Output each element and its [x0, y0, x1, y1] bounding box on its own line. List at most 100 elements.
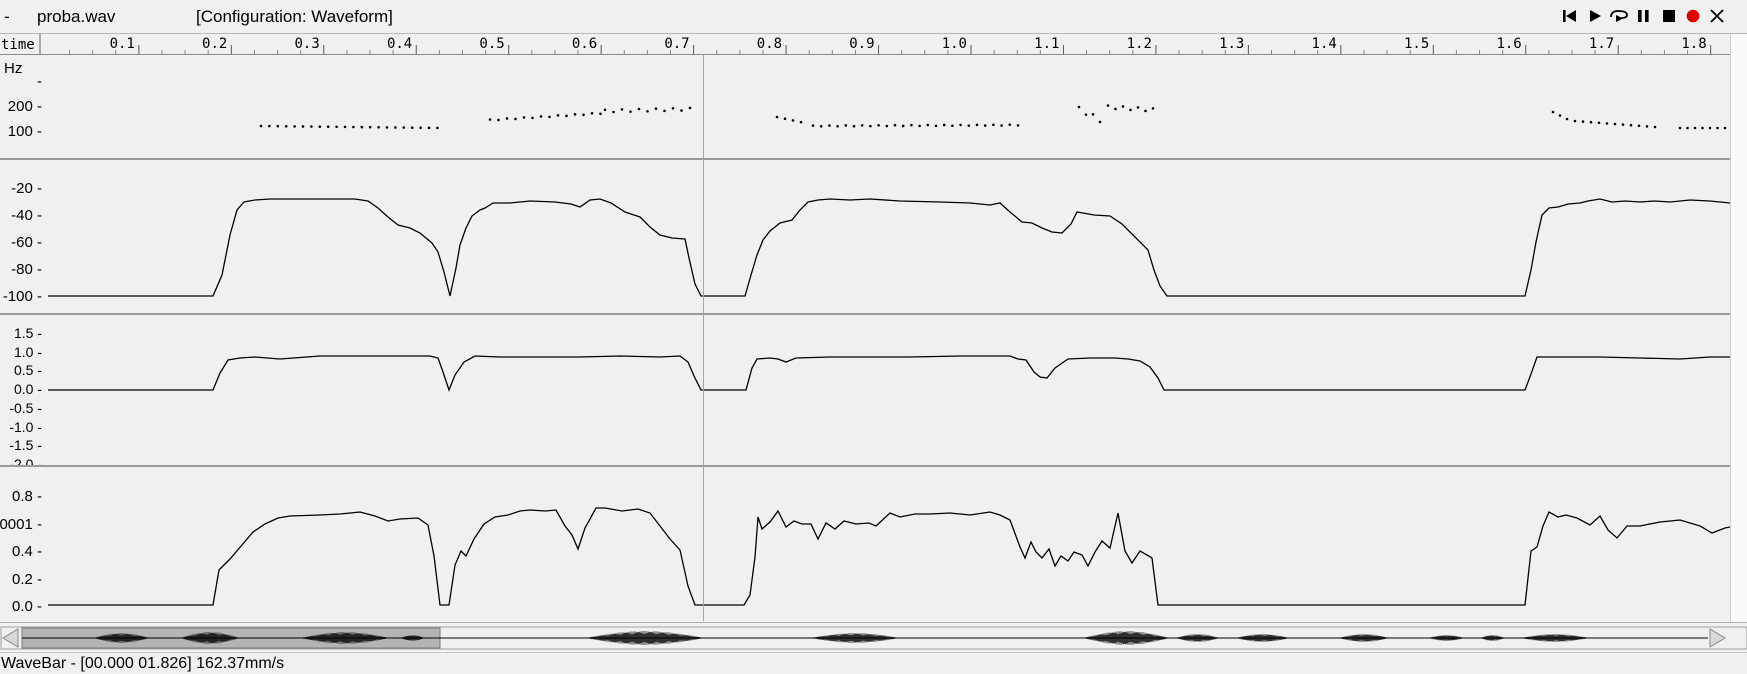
pitch-point — [1693, 126, 1697, 130]
probability-pane[interactable]: 0.8 - 0001 - 0.4 - 0.2 - 0.0 - — [0, 467, 1730, 621]
wave-burst — [1428, 635, 1465, 641]
pitch-point — [394, 126, 397, 129]
wave-burst — [1083, 631, 1170, 645]
pitch-point — [869, 124, 872, 128]
scroll-right-arrow-icon[interactable] — [1709, 628, 1726, 648]
pitch-point — [1016, 124, 1020, 127]
loop-play-icon[interactable] — [1608, 6, 1628, 26]
pitch-point — [885, 124, 889, 128]
zcr-tick-0.5: 0.5 - — [14, 362, 42, 378]
pitch-tick-100: 100 - — [8, 123, 42, 140]
pitch-point — [1077, 105, 1081, 109]
pitch-point — [1114, 107, 1117, 111]
zcr-tick--0.5: -0.5 - — [9, 400, 42, 416]
window-menu-glyph[interactable]: - — [4, 7, 10, 26]
zcr-pane[interactable]: 1.5 - 1.0 - 0.5 - 0.0 - -0.5 - -1.0 - -1… — [0, 315, 1730, 465]
pitch-point — [310, 125, 313, 128]
pitch-point — [1581, 120, 1585, 123]
pitch-point — [1565, 117, 1569, 121]
pitch-point — [1558, 114, 1562, 117]
title-bar: - proba.wav [Configuration: Waveform] — [0, 0, 1747, 34]
skip-to-start-icon[interactable] — [1560, 6, 1580, 26]
pane-divider[interactable] — [0, 465, 1730, 467]
pitch-tick-blank: - — [37, 73, 42, 90]
pitch-point — [1678, 126, 1682, 130]
close-icon[interactable] — [1707, 6, 1727, 26]
pitch-point — [1129, 108, 1132, 112]
prob-tick-0.8: 0.8 - — [12, 488, 42, 505]
pitch-point — [402, 126, 406, 129]
pitch-point — [556, 114, 560, 117]
ruler-tick-label: 0.8 — [757, 36, 782, 52]
pitch-point — [688, 106, 692, 110]
pitch-point — [573, 113, 577, 116]
pitch-point — [967, 124, 971, 127]
pause-icon[interactable] — [1634, 6, 1654, 26]
pitch-point — [1701, 126, 1704, 130]
ruler-tick-label: 1.7 — [1589, 36, 1614, 52]
pitch-point — [934, 124, 938, 128]
pitch-point — [360, 125, 364, 129]
file-name: proba.wav — [37, 7, 116, 26]
play-icon[interactable] — [1585, 6, 1605, 26]
pitch-point — [951, 124, 954, 128]
energy-trace — [48, 198, 1730, 297]
pitch-point — [335, 125, 338, 129]
pitch-point — [836, 124, 839, 128]
zcr-tick--1.0: -1.0 - — [9, 419, 42, 435]
pitch-point — [1106, 104, 1110, 107]
ruler-tick-label: 1.0 — [942, 36, 967, 52]
zcr-tick--2.0: -2.0 - — [9, 456, 42, 465]
vertical-scrollbar[interactable] — [1730, 34, 1747, 622]
pitch-point — [901, 124, 905, 128]
pitch-point — [1645, 125, 1649, 128]
pane-divider[interactable] — [0, 158, 1730, 160]
pitch-point — [775, 115, 779, 119]
pitch-point — [436, 126, 439, 130]
pitch-point — [582, 113, 585, 117]
pitch-point — [1708, 126, 1712, 130]
pitch-point — [293, 125, 296, 128]
pitch-point — [612, 110, 615, 114]
wavebar-overview[interactable] — [0, 622, 1747, 653]
wave-burst — [400, 635, 425, 641]
record-icon[interactable] — [1683, 6, 1703, 26]
pitch-point — [539, 115, 543, 118]
prob-tick-0001: 0001 - — [0, 516, 42, 533]
pitch-point — [1136, 106, 1140, 109]
ruler-tick-label: 1.6 — [1496, 36, 1521, 52]
prob-tick-0.2: 0.2 - — [12, 571, 42, 588]
scroll-left-arrow-icon[interactable] — [2, 628, 19, 648]
pitch-point — [326, 125, 330, 129]
pitch-point — [1629, 123, 1633, 127]
ruler-tick-label: 0.9 — [849, 36, 874, 52]
pitch-point — [910, 123, 913, 127]
pitch-point — [992, 123, 995, 127]
pitch-point — [828, 124, 831, 127]
playback-cursor[interactable] — [703, 55, 704, 621]
ruler-tick-label: 0.3 — [294, 36, 319, 52]
pitch-point — [1551, 110, 1555, 114]
pitch-point — [680, 109, 683, 112]
wave-burst — [1235, 634, 1290, 642]
energy-pane[interactable]: -20 - -40 - -60 - -80 - -100 - — [0, 160, 1730, 313]
pitch-pane[interactable]: Hz - 200 - 100 - — [0, 55, 1730, 158]
pitch-point — [599, 112, 602, 116]
pitch-point — [385, 126, 389, 129]
pitch-point — [505, 117, 509, 120]
pitch-point — [1091, 113, 1095, 116]
pane-divider[interactable] — [0, 313, 1730, 315]
stop-icon[interactable] — [1659, 6, 1679, 26]
energy-tick--20: -20 - — [11, 180, 42, 197]
configuration-label: [Configuration: Waveform] — [196, 7, 393, 26]
ruler-tick-label: 1.3 — [1219, 36, 1244, 52]
zcr-plot: 1.5 - 1.0 - 0.5 - 0.0 - -0.5 - -1.0 - -1… — [9, 325, 1730, 465]
zcr-tick-1.0: 1.0 - — [14, 344, 42, 360]
pitch-point — [565, 114, 568, 118]
prob-tick-0.4: 0.4 - — [12, 543, 42, 560]
wave-burst — [300, 632, 390, 644]
pitch-point — [318, 125, 322, 128]
pitch-point — [352, 125, 355, 129]
pitch-unit-label: Hz — [4, 60, 22, 77]
zcr-tick--1.5: -1.5 - — [9, 437, 42, 453]
